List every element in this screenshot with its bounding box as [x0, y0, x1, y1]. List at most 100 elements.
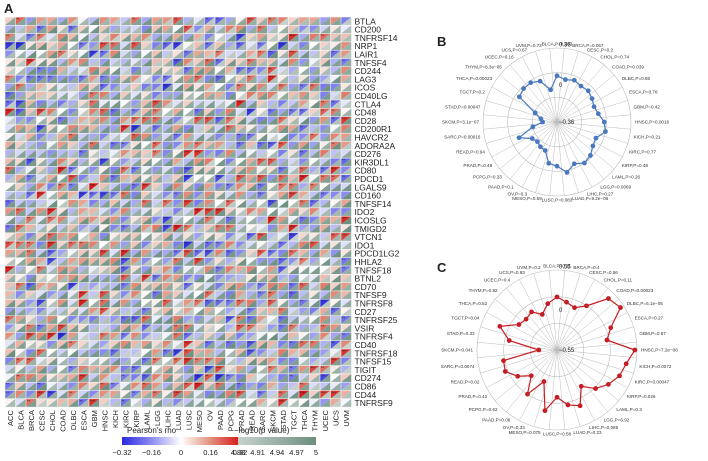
- significance-mark: **: [279, 241, 283, 246]
- significance-mark: **: [269, 158, 273, 163]
- rho-cell: [309, 41, 320, 51]
- p-cell: [131, 373, 142, 383]
- p-cell: [36, 249, 47, 258]
- p-cell: [162, 299, 173, 308]
- p-cell: [246, 365, 257, 374]
- rho-cell: [15, 133, 26, 142]
- rho-cell: [141, 149, 152, 159]
- rho-cell: [320, 373, 331, 383]
- rho-cell: [120, 315, 131, 325]
- rho-cell: [131, 191, 142, 200]
- rho-cell: [78, 357, 89, 366]
- significance-mark: **: [300, 382, 304, 387]
- p-cell: [78, 58, 89, 67]
- p-cell: [183, 373, 194, 383]
- rho-cell: [141, 290, 152, 300]
- rho-cell: [299, 133, 310, 142]
- p-cell: [78, 124, 89, 134]
- p-cell: [5, 274, 16, 283]
- significance-mark: ***: [237, 100, 242, 105]
- p-cell: [309, 266, 320, 275]
- significance-mark: **: [248, 324, 252, 329]
- rho-cell: [194, 50, 205, 59]
- rho-cell: [78, 290, 89, 300]
- rho-cell: [89, 133, 100, 142]
- rho-cell: [68, 216, 79, 225]
- p-cell: [225, 17, 236, 26]
- rho-cell: [320, 83, 331, 92]
- radar-spoke: [556, 121, 593, 188]
- p-cell: [257, 373, 268, 383]
- radar-category-label: UVM,P=0.2: [517, 265, 541, 270]
- rho-cell: [288, 83, 299, 92]
- rho-cell: [78, 191, 89, 200]
- rho-cell: [309, 207, 320, 217]
- p-cell: [330, 25, 341, 34]
- rho-cell: [204, 216, 215, 225]
- p-cell: [78, 307, 89, 316]
- rho-cell: [141, 183, 152, 192]
- significance-mark: **: [132, 133, 136, 138]
- p-cell: [78, 365, 89, 374]
- p-cell: [162, 274, 173, 283]
- rho-cell: [194, 174, 205, 183]
- significance-mark: **: [17, 207, 21, 212]
- rho-cell: [173, 373, 184, 383]
- p-cell: [89, 149, 100, 159]
- p-cell: [47, 349, 58, 358]
- p-cell: [78, 149, 89, 159]
- significance-mark: **: [237, 174, 241, 179]
- p-cell: [257, 257, 268, 266]
- p-cell: [68, 332, 79, 341]
- significance-mark: ***: [174, 349, 179, 354]
- radar-point: [577, 403, 583, 409]
- rho-cell: [99, 373, 110, 383]
- rho-cell: [89, 398, 100, 408]
- p-cell: [152, 199, 163, 208]
- radar-ring: [482, 47, 632, 197]
- p-cell: [204, 58, 215, 67]
- significance-mark: **: [227, 183, 231, 188]
- p-cell: [173, 349, 184, 358]
- significance-mark: **: [206, 299, 210, 304]
- rho-cell: [204, 373, 215, 383]
- significance-mark: **: [258, 191, 262, 196]
- p-cell: [162, 50, 173, 59]
- p-cell: [173, 116, 184, 125]
- rho-cell: [162, 224, 173, 233]
- p-cell: [15, 158, 26, 167]
- significance-mark: **: [143, 373, 147, 378]
- rho-cell: [225, 216, 236, 225]
- significance-mark: ***: [38, 108, 43, 113]
- p-cell: [309, 124, 320, 134]
- p-cell: [225, 266, 236, 275]
- p-cell: [225, 75, 236, 84]
- p-cell: [183, 91, 194, 100]
- rho-cell: [246, 373, 257, 383]
- p-cell: [152, 100, 163, 109]
- significance-mark: **: [38, 25, 42, 30]
- radar-point: [546, 160, 552, 166]
- p-cell: [288, 17, 299, 26]
- rho-cell: [299, 373, 310, 383]
- rho-cell: [299, 108, 310, 117]
- rho-cell: [131, 66, 142, 76]
- p-cell: [5, 158, 16, 167]
- p-cell: [110, 174, 121, 183]
- p-cell: [26, 315, 37, 325]
- p-cell: [320, 332, 331, 341]
- rho-cell: [15, 108, 26, 117]
- p-cell: [173, 373, 184, 383]
- p-cell: [299, 17, 310, 26]
- p-cell: [162, 158, 173, 167]
- p-cell: [288, 174, 299, 183]
- row-label: IDO1: [355, 240, 375, 250]
- rho-cell: [26, 166, 37, 175]
- p-cell: [330, 382, 341, 391]
- p-cell: [204, 249, 215, 258]
- p-cell: [309, 108, 320, 117]
- radar-point: [601, 119, 607, 125]
- p-cell: [299, 41, 310, 51]
- p-cell: [120, 108, 131, 117]
- rho-cell: [68, 290, 79, 300]
